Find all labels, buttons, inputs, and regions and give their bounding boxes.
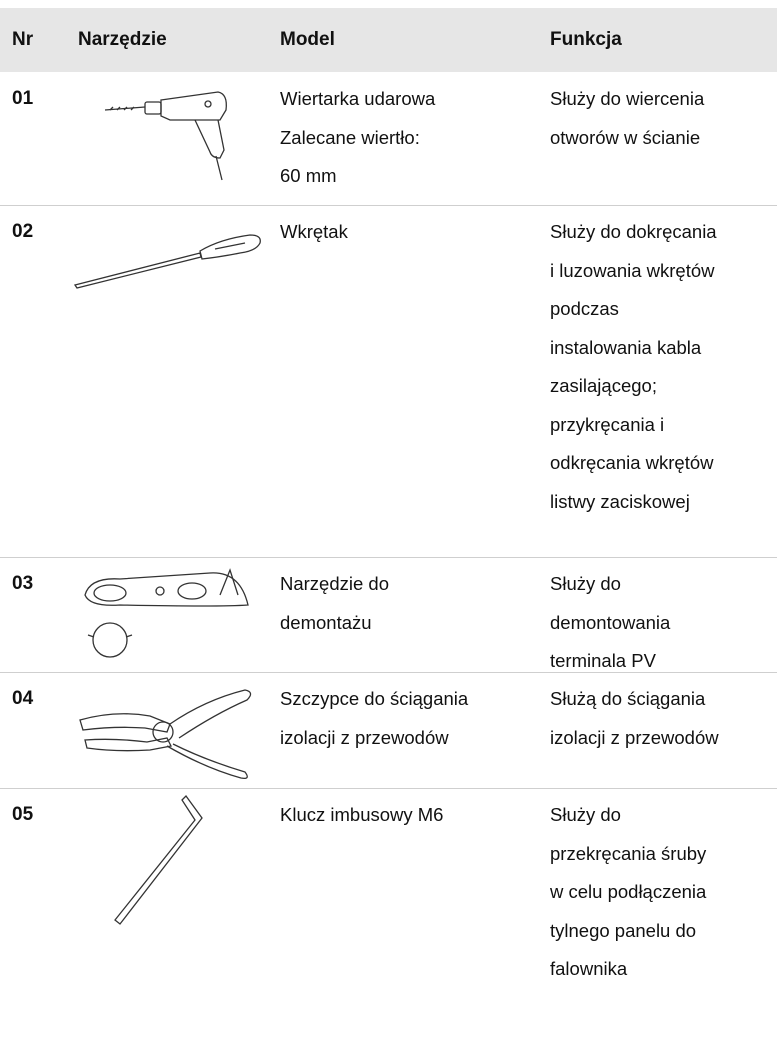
function-text: demontowania bbox=[550, 611, 671, 633]
tool-image bbox=[114, 795, 203, 925]
function-text: przykręcania i bbox=[550, 413, 665, 435]
header-cell: Nr bbox=[12, 29, 34, 50]
function-text: Służy do bbox=[550, 804, 621, 825]
tool-image bbox=[84, 568, 249, 658]
function-text: odkręcania wkrętów bbox=[550, 452, 714, 473]
model-text: Zalecane wiertło: bbox=[280, 126, 420, 148]
function-text: listwy zaciskowej bbox=[550, 490, 690, 512]
model-text: izolacji z przewodów bbox=[280, 726, 449, 748]
function-text: zasilającego; bbox=[550, 375, 657, 396]
row-number: 02 bbox=[12, 221, 34, 242]
function-text: i luzowania wkrętów bbox=[550, 259, 715, 281]
header-cell: Funkcja bbox=[550, 29, 622, 50]
tool-image bbox=[73, 234, 261, 289]
function-text: falownika bbox=[550, 958, 628, 979]
row-separator bbox=[0, 557, 777, 558]
row-separator bbox=[0, 788, 777, 789]
function-text: Służy do wiercenia bbox=[550, 88, 705, 109]
header-cell: Narzędzie bbox=[78, 29, 167, 50]
function-text: izolacji z przewodów bbox=[550, 726, 719, 748]
row-separator bbox=[0, 205, 777, 206]
function-text: Służy do dokręcania bbox=[550, 221, 717, 242]
row-number: 03 bbox=[12, 573, 34, 594]
model-text: Klucz imbusowy M6 bbox=[280, 804, 444, 825]
model-text: Wiertarka udarowa bbox=[280, 88, 436, 109]
tool-image bbox=[79, 689, 252, 780]
row-number: 01 bbox=[12, 88, 34, 109]
row-number: 05 bbox=[12, 804, 34, 825]
model-text: demontażu bbox=[280, 611, 372, 633]
model-text: Narzędzie do bbox=[280, 573, 390, 594]
function-text: Służą do ściągania bbox=[550, 688, 706, 709]
function-text: podczas bbox=[550, 298, 619, 319]
function-text: w celu podłączenia bbox=[550, 881, 707, 902]
tool-image bbox=[104, 91, 227, 181]
function-text: tylnego panelu do bbox=[550, 919, 697, 941]
row-number: 04 bbox=[12, 688, 34, 709]
function-text: przekręcania śruby bbox=[550, 842, 707, 864]
row-separator bbox=[0, 672, 777, 673]
function-text: Służy do bbox=[550, 573, 621, 594]
model-text: 60 mm bbox=[280, 165, 337, 186]
model-text: Szczypce do ściągania bbox=[280, 688, 469, 709]
header-cell: Model bbox=[280, 29, 335, 50]
function-text: otworów w ścianie bbox=[550, 126, 701, 148]
function-text: terminala PV bbox=[550, 650, 656, 671]
model-text: Wkrętak bbox=[280, 221, 348, 242]
table-header bbox=[0, 8, 777, 72]
function-text: instalowania kabla bbox=[550, 336, 702, 358]
